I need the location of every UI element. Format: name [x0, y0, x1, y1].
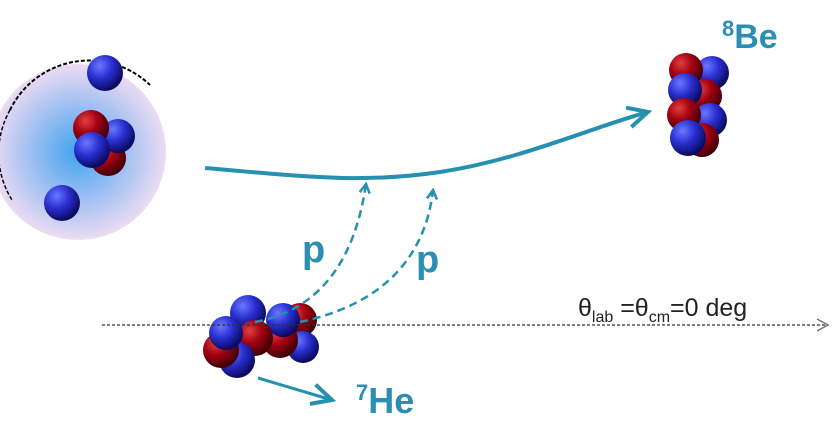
product-label: 8Be [722, 16, 778, 56]
proton-label: p [302, 229, 325, 271]
be8-nucleus [667, 53, 729, 157]
reaction-diagram: 8Be p p θlab =θcm=0 deg 7He [0, 0, 836, 427]
element: Be [734, 18, 777, 56]
trajectory [205, 112, 648, 178]
angle-label: θlab =θcm=0 deg [578, 294, 747, 326]
he-arrow [258, 378, 332, 400]
projectile-label: 7He [356, 380, 414, 421]
he7-nucleus [203, 295, 319, 378]
mass-number: 8 [722, 16, 734, 41]
mass-number: 7 [356, 380, 368, 405]
proton-label: p [416, 239, 439, 281]
element: He [368, 380, 414, 421]
